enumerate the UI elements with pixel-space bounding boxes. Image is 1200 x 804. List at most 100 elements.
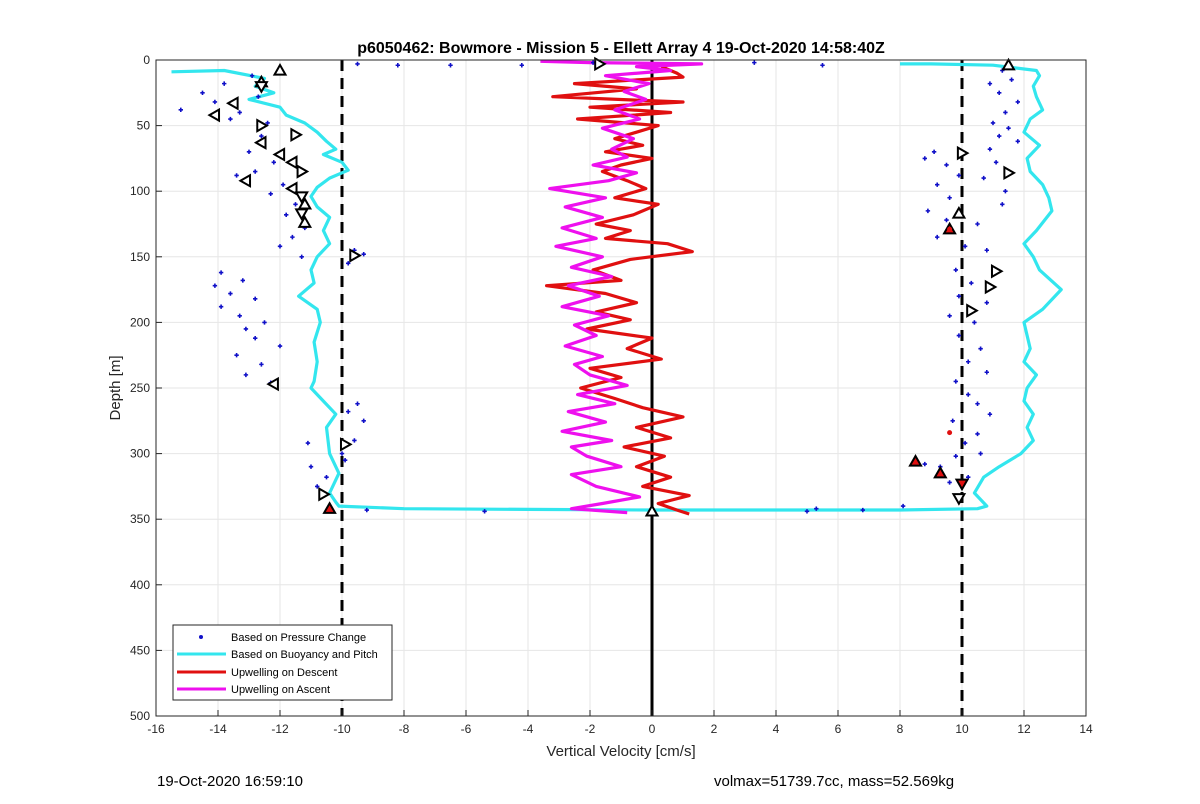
reference-lines bbox=[340, 60, 964, 716]
x-tick-label: 2 bbox=[711, 722, 718, 736]
triangle-marker bbox=[956, 145, 970, 161]
data-point bbox=[361, 251, 366, 257]
triangle-markers bbox=[207, 56, 1017, 517]
x-axis-ticks: -16 -14 -12 -10 -8 -6 -4 -2 0 2 4 6 8 10 12 14 bbox=[147, 710, 1093, 736]
data-point bbox=[997, 90, 1002, 95]
triangle-marker bbox=[284, 181, 298, 196]
data-point bbox=[395, 63, 400, 68]
x-tick-label: -16 bbox=[147, 722, 165, 736]
data-point bbox=[975, 431, 980, 437]
data-point bbox=[975, 401, 980, 406]
triangle-marker bbox=[253, 135, 267, 150]
data-point bbox=[243, 372, 249, 378]
data-point bbox=[448, 63, 453, 68]
data-point bbox=[922, 156, 927, 161]
triangle-marker bbox=[984, 279, 998, 295]
data-point bbox=[222, 81, 227, 86]
legend-label: Upwelling on Ascent bbox=[231, 684, 330, 696]
data-point bbox=[966, 359, 971, 364]
data-point bbox=[315, 484, 320, 489]
data-point bbox=[262, 320, 267, 325]
data-point bbox=[237, 110, 242, 115]
data-point bbox=[820, 63, 825, 68]
data-point bbox=[956, 293, 962, 299]
data-point bbox=[993, 160, 999, 165]
legend-entry-buoyancy: Based on Buoyancy and Pitch bbox=[177, 649, 378, 661]
data-point bbox=[978, 346, 983, 351]
data-point bbox=[950, 418, 955, 423]
triangle-marker bbox=[272, 62, 288, 76]
legend-dot-icon bbox=[199, 635, 203, 639]
triangle-marker bbox=[594, 56, 607, 72]
triangle-marker bbox=[272, 147, 286, 162]
data-point bbox=[975, 221, 980, 227]
red-dot bbox=[947, 430, 953, 436]
data-point bbox=[346, 409, 351, 414]
triangle-marker bbox=[1001, 57, 1016, 71]
data-point bbox=[240, 278, 245, 283]
data-point bbox=[293, 202, 298, 207]
data-point bbox=[259, 362, 264, 367]
data-point bbox=[284, 212, 289, 218]
data-point bbox=[355, 401, 360, 406]
x-tick-label: -4 bbox=[523, 722, 534, 736]
data-point bbox=[249, 73, 255, 78]
legend: Based on Pressure Change Based on Buoyan… bbox=[172, 624, 393, 701]
data-point bbox=[305, 440, 311, 446]
data-point bbox=[234, 353, 239, 358]
data-point bbox=[218, 270, 224, 275]
data-point bbox=[947, 313, 952, 319]
y-tick-label: 500 bbox=[130, 709, 150, 723]
triangle-marker bbox=[290, 127, 304, 143]
data-point bbox=[997, 133, 1002, 139]
data-point bbox=[253, 169, 258, 174]
data-point bbox=[361, 418, 366, 423]
data-point bbox=[200, 90, 205, 95]
data-point bbox=[324, 475, 329, 480]
data-point bbox=[290, 234, 295, 240]
data-point bbox=[1009, 77, 1014, 82]
series-line bbox=[171, 62, 1063, 512]
data-point bbox=[212, 99, 218, 105]
footer-volmax-mass: volmax=51739.7cc, mass=52.569kg bbox=[714, 773, 955, 790]
data-point bbox=[804, 509, 810, 514]
y-tick-label: 100 bbox=[130, 184, 150, 198]
data-point bbox=[271, 160, 276, 165]
y-tick-label: 200 bbox=[130, 315, 150, 329]
data-point bbox=[364, 507, 369, 513]
data-point bbox=[1015, 139, 1020, 144]
data-point bbox=[956, 333, 962, 338]
data-point bbox=[1015, 99, 1020, 105]
data-point bbox=[956, 173, 962, 178]
data-point bbox=[342, 457, 348, 463]
data-point bbox=[987, 147, 993, 152]
triangle-marker bbox=[322, 501, 337, 514]
data-point bbox=[953, 379, 958, 384]
triangle-marker bbox=[294, 191, 309, 204]
data-point bbox=[931, 149, 937, 155]
y-tick-label: 350 bbox=[130, 512, 150, 526]
data-point bbox=[280, 182, 286, 187]
x-tick-label: 14 bbox=[1079, 722, 1093, 736]
legend-label: Based on Pressure Change bbox=[231, 632, 366, 644]
chart-title: p6050462: Bowmore - Mission 5 - Ellett A… bbox=[357, 40, 885, 57]
x-tick-label: -10 bbox=[333, 722, 351, 736]
legend-label: Upwelling on Descent bbox=[231, 667, 337, 679]
red-dot bbox=[947, 226, 953, 232]
data-point bbox=[981, 175, 986, 181]
data-point bbox=[218, 304, 224, 309]
data-point bbox=[922, 461, 927, 467]
x-tick-label: 8 bbox=[897, 722, 904, 736]
data-point bbox=[953, 454, 958, 459]
data-point bbox=[346, 261, 351, 266]
x-tick-label: 10 bbox=[955, 722, 969, 736]
x-tick-label: 12 bbox=[1017, 722, 1031, 736]
x-tick-label: -14 bbox=[209, 722, 227, 736]
data-point bbox=[972, 320, 977, 325]
legend-entry-ascent: Upwelling on Ascent bbox=[177, 684, 330, 696]
data-point bbox=[339, 451, 345, 456]
data-point bbox=[277, 343, 283, 349]
data-point bbox=[944, 217, 949, 223]
data-point bbox=[228, 291, 233, 296]
